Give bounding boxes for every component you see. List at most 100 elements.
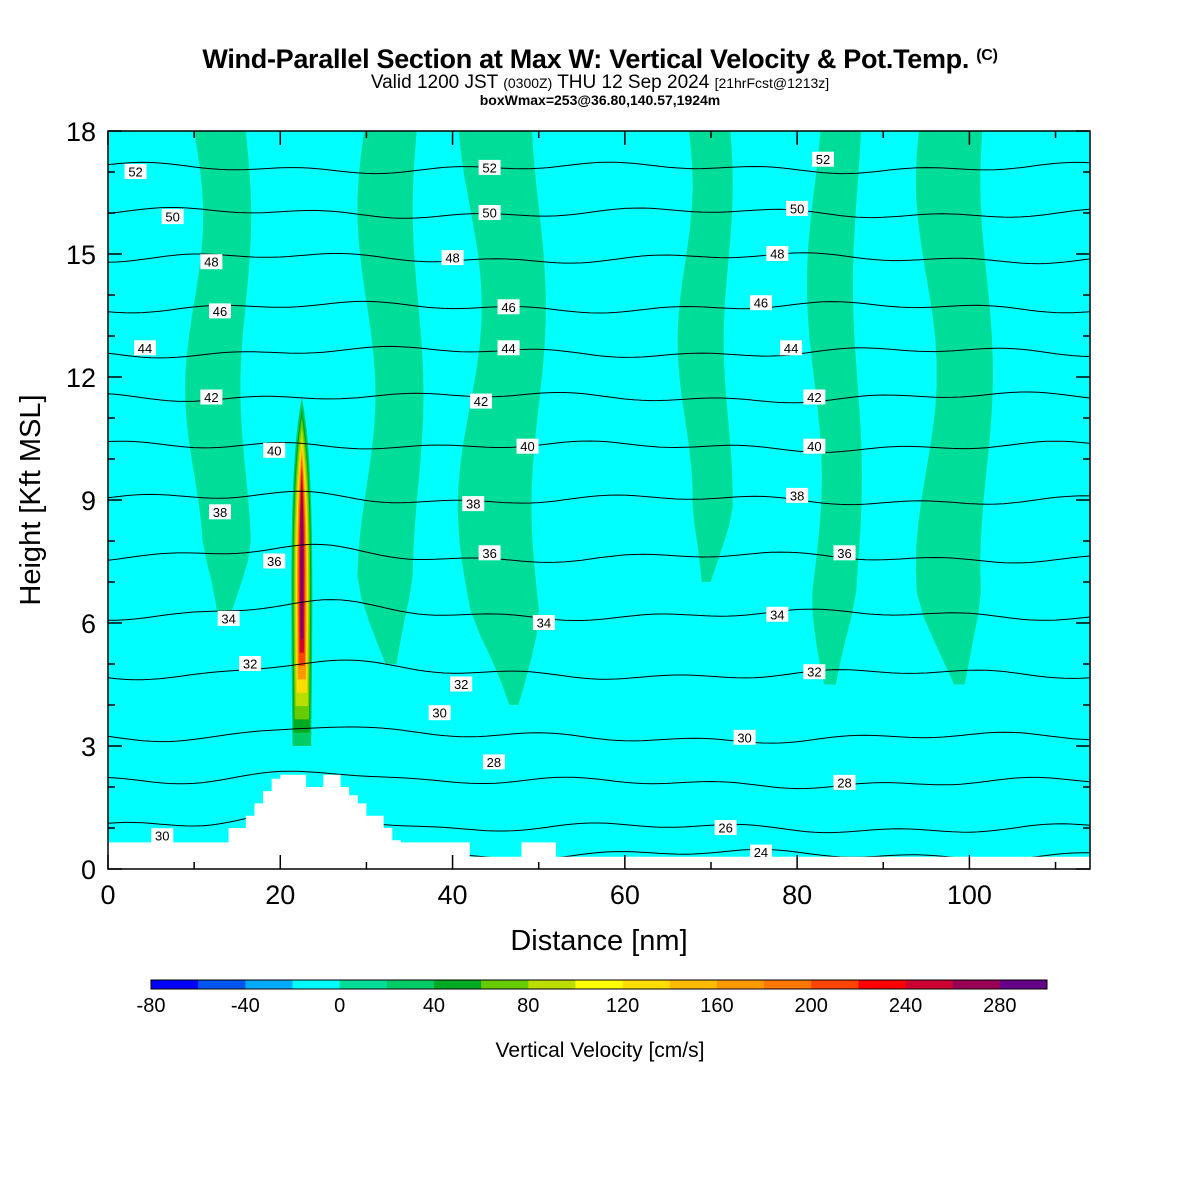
colorbar-swatch [245, 980, 293, 989]
contour-label-box [532, 615, 555, 630]
contour-label: 40 [263, 442, 286, 458]
colorbar-swatch [905, 980, 954, 989]
colorbar-title: Vertical Velocity [cm/s] [496, 1039, 705, 1062]
contour-label-box [462, 496, 485, 512]
contour-label-text: 48 [770, 247, 784, 262]
contour-label-text: 40 [267, 443, 281, 458]
contour-label-box [497, 299, 520, 315]
y-tick-label: 18 [66, 117, 96, 147]
x-tick-label: 100 [947, 880, 992, 910]
contour-label-box [786, 487, 809, 503]
contour-label: 52 [478, 159, 501, 175]
colorbar-tick-label: 280 [983, 995, 1016, 1017]
colorbar-swatch [669, 980, 718, 989]
contour-label: 42 [469, 393, 492, 409]
x-tick-label: 20 [265, 880, 295, 910]
contour-label: 26 [714, 820, 737, 836]
theta-contour [108, 770, 1090, 790]
contour-label-text: 24 [754, 845, 768, 860]
contour-label-text: 26 [718, 821, 732, 836]
contour-label-box [478, 205, 501, 220]
contour-label-text: 50 [482, 206, 496, 221]
x-tick-label: 40 [438, 880, 468, 910]
y-tick-label: 12 [66, 363, 96, 393]
contour-label: 36 [263, 553, 286, 569]
contour-label-text: 38 [213, 505, 227, 520]
terrain-profile [108, 774, 1090, 869]
theta-contour [108, 490, 1090, 506]
contour-label-text: 42 [474, 394, 488, 409]
colorbar-tick-label: 160 [700, 995, 733, 1017]
contour-label: 52 [124, 164, 147, 180]
contour-label: 28 [833, 774, 856, 790]
colorbar-tick-label: 120 [606, 995, 639, 1017]
x-axis-title: Distance [nm] [510, 925, 687, 957]
colorbar-swatch [339, 980, 388, 989]
contour-label: 52 [811, 151, 834, 167]
valid-utc: (0300Z) [503, 75, 553, 91]
contour-label: 30 [733, 729, 756, 745]
contour-label-text: 50 [165, 210, 179, 225]
colorbar: -80 -40 0 40 80 120 160 200 240 280 [137, 979, 1048, 1017]
contour-label-text: 30 [155, 829, 169, 844]
theta-contour [108, 659, 1090, 681]
contour-label: 32 [239, 656, 262, 672]
contour-label-text: 36 [837, 546, 851, 561]
colorbar-swatch [575, 980, 624, 989]
theta-contour [108, 161, 1090, 175]
contour-label-box [833, 545, 856, 561]
colorbar-swatch [528, 980, 576, 989]
contour-label-box [428, 705, 451, 721]
contour-labels: 52 52 52 50 50 50 48 48 48 46 46 46 44 44 44 42 42 42 40 40… [124, 151, 856, 860]
contour-label-box [441, 250, 464, 266]
theta-contour [108, 599, 1090, 621]
contour-label-text: 46 [754, 296, 768, 311]
title-main: Wind-Parallel Section at Max W: Vertical… [202, 44, 970, 74]
contour-label-text: 52 [816, 152, 830, 167]
contour-label-box [263, 442, 286, 458]
contour-label: 44 [497, 340, 520, 356]
contour-label-box [803, 438, 826, 454]
colorbar-tick-label: 80 [517, 995, 539, 1017]
colorbar-swatch [622, 980, 671, 989]
contour-label: 30 [428, 705, 451, 721]
theta-contour [108, 543, 1090, 564]
box-wmax-info: boxWmax=253@36.80,140.57,1924m [479, 92, 721, 108]
contour-label-box [733, 729, 756, 745]
theta-contour [108, 252, 1090, 265]
valid-date: THU 12 Sep 2024 [557, 72, 710, 93]
contour-label: 44 [780, 340, 803, 356]
valid-time-line: Valid 1200 JST (0300Z) THU 12 Sep 2024 [… [0, 72, 1200, 94]
contour-label-text: 52 [128, 165, 142, 180]
contour-label-box [749, 844, 772, 860]
contour-label: 48 [441, 250, 464, 266]
contour-label: 44 [134, 340, 157, 356]
contour-label-box [124, 164, 147, 179]
contour-label-box [714, 820, 737, 835]
colorbar-swatch [716, 980, 765, 989]
colorbar-swatch [952, 980, 1001, 989]
contour-label-text: 52 [482, 160, 496, 175]
updraft-region [357, 131, 424, 664]
colorbar-swatch [292, 980, 341, 989]
colorbar-frame [150, 979, 1048, 990]
colorbar-swatch [811, 980, 859, 989]
y-tick-label: 9 [81, 486, 96, 516]
contour-label-text: 48 [204, 255, 218, 270]
contour-label-box [497, 340, 520, 356]
colorbar-swatch [858, 980, 907, 989]
contour-label: 40 [803, 438, 826, 454]
contour-label-box [786, 200, 809, 216]
contour-label-box [833, 774, 856, 790]
contour-label-box [217, 610, 240, 626]
contour-label: 48 [200, 254, 223, 270]
y-axis-title: Height [Kft MSL] [15, 394, 47, 605]
contour-label-text: 36 [267, 554, 281, 569]
contour-label: 46 [208, 303, 231, 319]
contour-label: 40 [516, 438, 539, 454]
colorbar-tick-label: 0 [334, 995, 345, 1017]
contour-label-box [780, 340, 803, 356]
x-tick-label: 80 [782, 880, 812, 910]
contour-label-box [151, 828, 174, 844]
updraft-core-band [300, 477, 303, 640]
